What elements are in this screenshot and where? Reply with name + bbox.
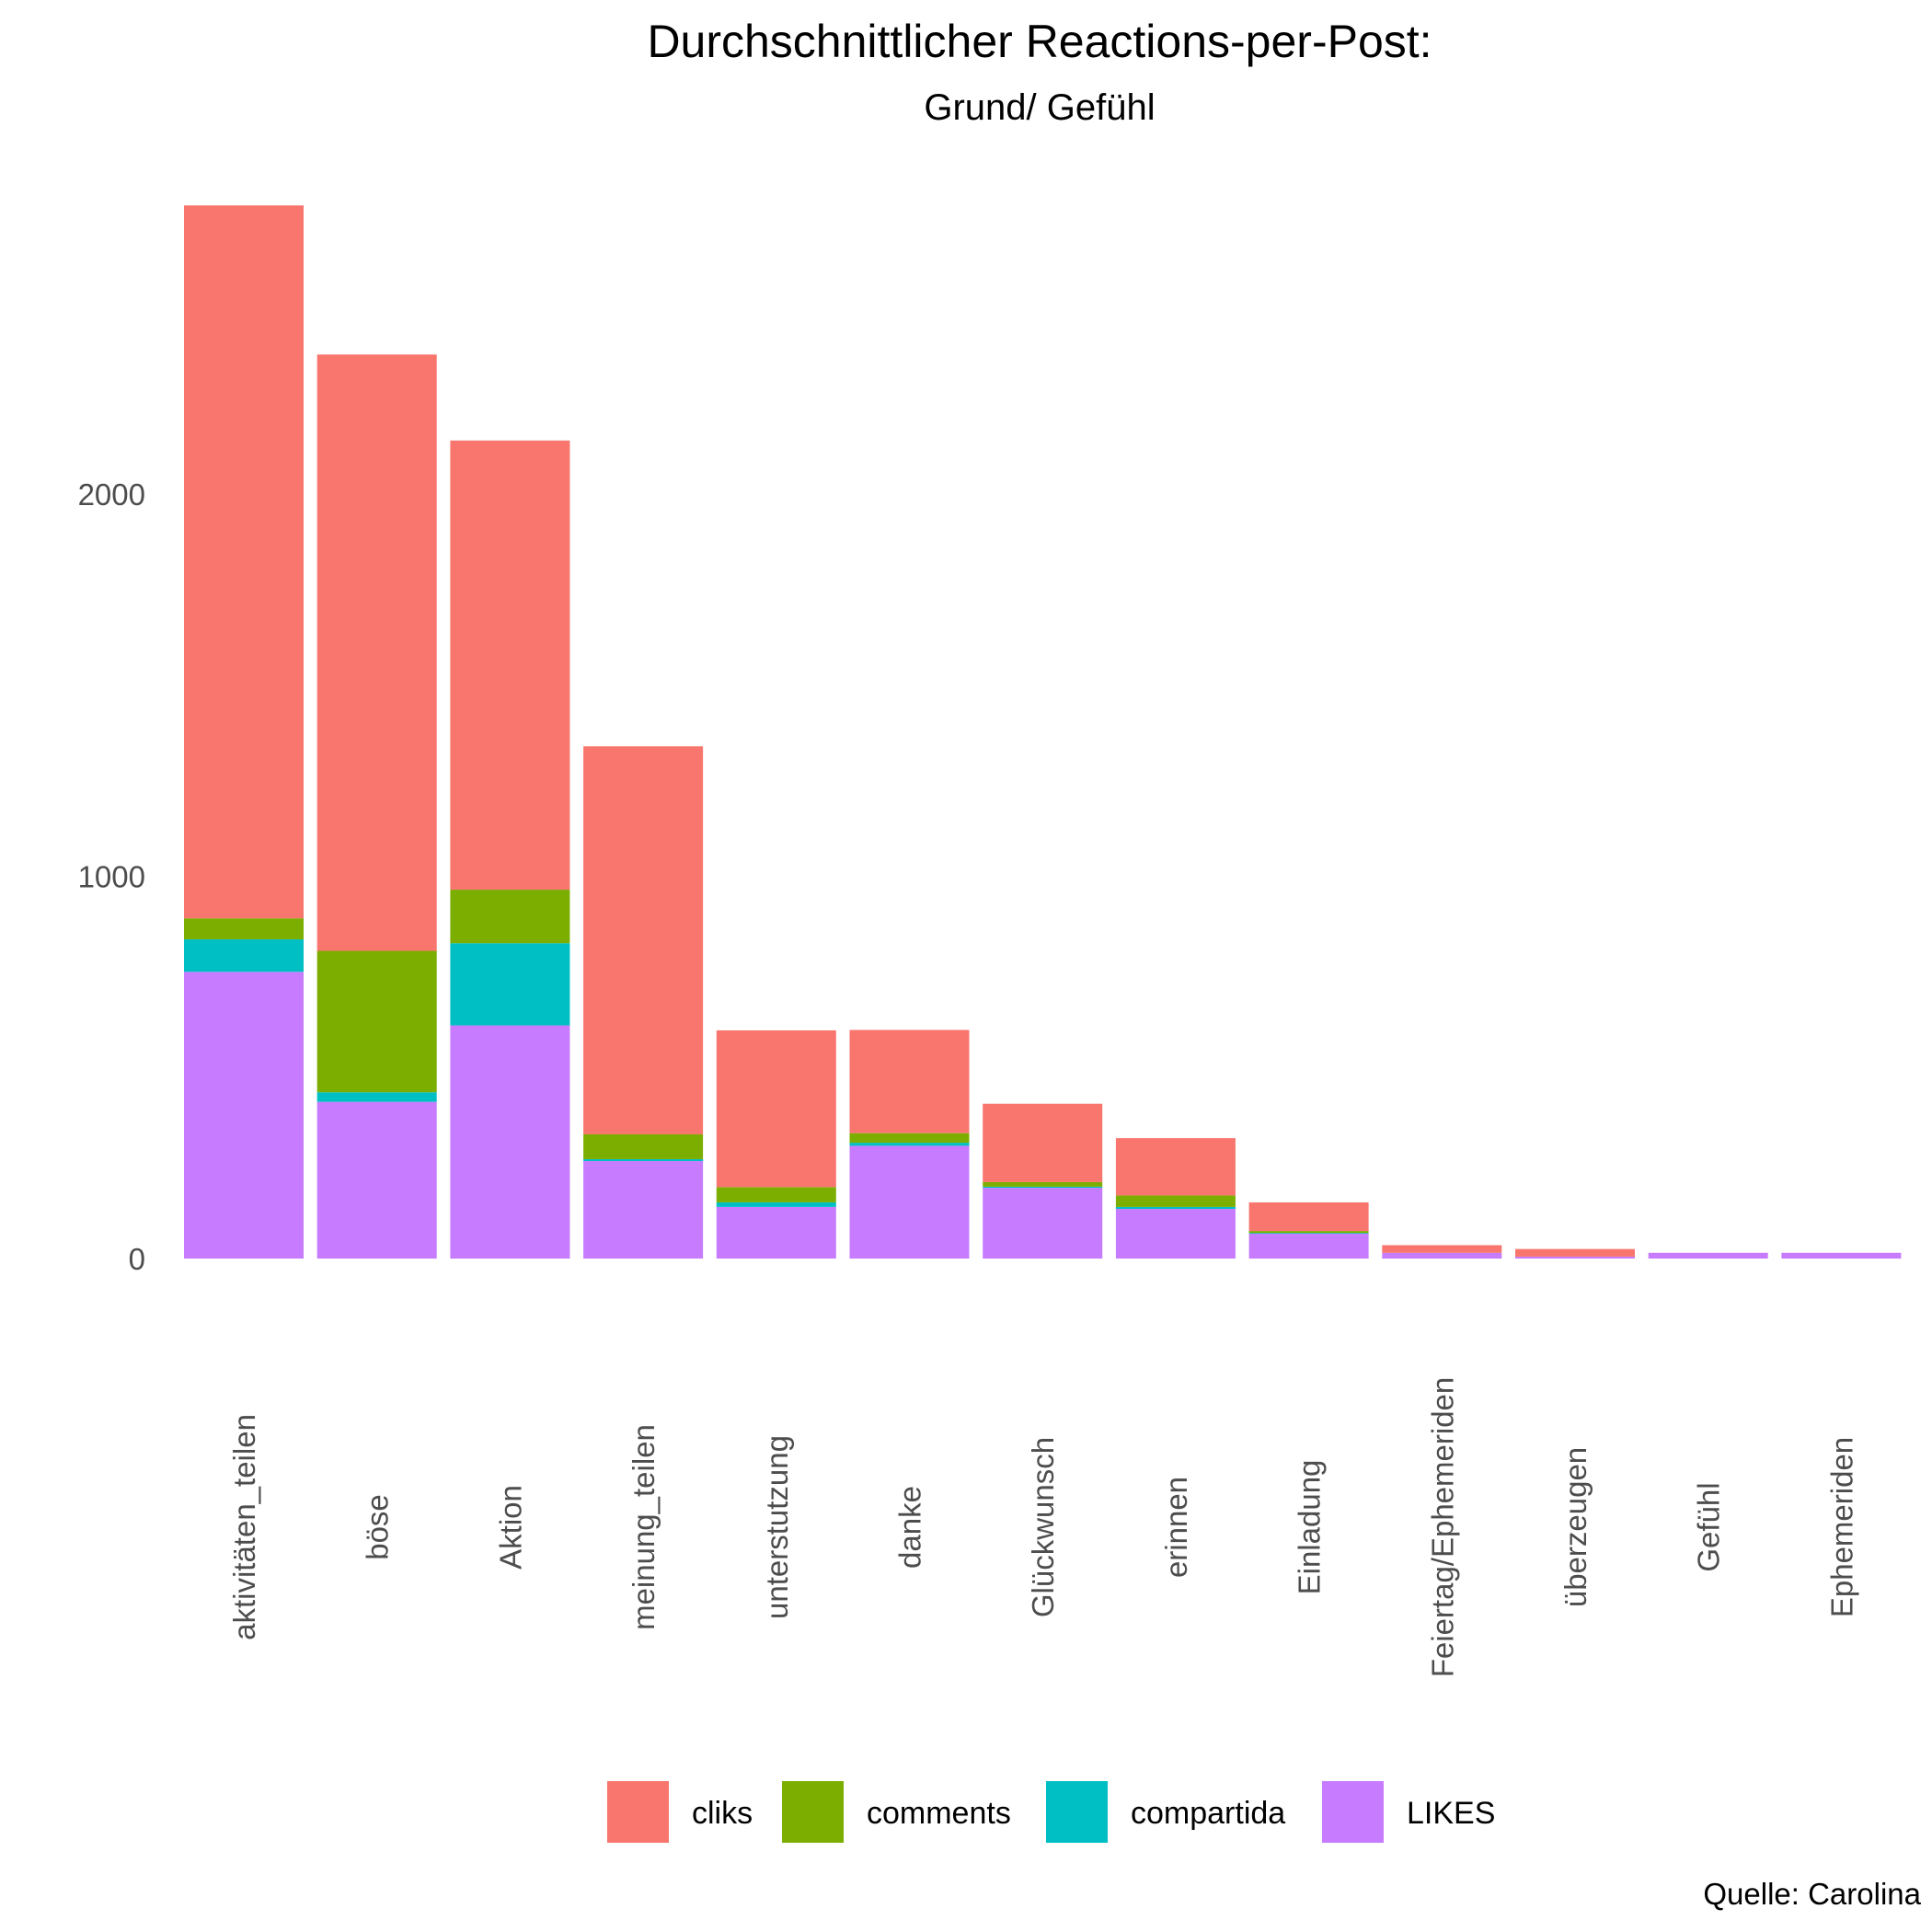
legend-swatch-compartida xyxy=(1046,1781,1108,1843)
legend: cliks comments compartida LIKES xyxy=(607,1781,1495,1843)
bar-segment-cliks xyxy=(1515,1248,1635,1257)
legend-swatch-likes xyxy=(1322,1781,1384,1843)
bar-segment-cliks xyxy=(716,1029,836,1188)
bar-segment-likes xyxy=(983,1188,1103,1259)
legend-label-cliks: cliks xyxy=(692,1796,753,1831)
chart-subtitle: Grund/ Gefühl xyxy=(924,87,1155,128)
bar-segment-likes xyxy=(450,1025,570,1259)
x-axis: aktivitäten_teilen böse Aktion meinung_teil… xyxy=(227,1377,1858,1678)
bar-segment-cliks xyxy=(1115,1138,1236,1196)
bar-segment-comments xyxy=(184,918,304,940)
bar-segment-compartida xyxy=(716,1202,836,1207)
y-tick-label: 2000 xyxy=(78,477,145,512)
x-tick-label: Einladung xyxy=(1293,1460,1327,1595)
x-tick-label: überzeugen xyxy=(1558,1447,1593,1607)
bar-segment-likes xyxy=(583,1161,704,1259)
x-tick-label: Feiertag/Ephemeriden xyxy=(1425,1377,1459,1678)
bar-segment-comments xyxy=(849,1133,970,1144)
bar-segment-likes xyxy=(1515,1256,1635,1259)
bar-segment-comments xyxy=(1115,1195,1236,1207)
bar-segment-cliks xyxy=(1382,1245,1502,1253)
bar-segment-compartida xyxy=(983,1186,1103,1189)
x-tick-label: böse xyxy=(361,1494,395,1560)
bar-segment-likes xyxy=(316,1101,437,1259)
y-tick-label: 0 xyxy=(129,1242,145,1276)
bar-segment-comments xyxy=(716,1187,836,1202)
bar-segment-cliks xyxy=(1248,1202,1369,1232)
bar-segment-cliks xyxy=(450,440,570,891)
bar-segment-comments xyxy=(1248,1231,1369,1234)
bar-segment-comments xyxy=(316,950,437,1093)
chart-title: Durchschnittlicher Reactions-per-Post: xyxy=(647,16,1432,67)
x-tick-label: meinung_teilen xyxy=(627,1424,661,1630)
bar-segment-compartida xyxy=(450,943,570,1026)
x-tick-label: Ephemeriden xyxy=(1824,1437,1858,1617)
bar-segment-compartida xyxy=(184,939,304,972)
bar-segment-likes xyxy=(1248,1233,1369,1259)
y-tick-label: 1000 xyxy=(78,860,145,894)
x-tick-label: Glückwunsch xyxy=(1026,1437,1060,1617)
bar-segment-likes xyxy=(184,972,304,1259)
x-tick-label: Aktion xyxy=(493,1485,527,1570)
x-tick-label: aktivitäten_teilen xyxy=(227,1414,261,1640)
bar-segment-cliks xyxy=(583,746,704,1134)
bar-segment-compartida xyxy=(316,1092,437,1102)
y-axis: 0 1000 2000 xyxy=(78,477,145,1276)
legend-swatch-cliks xyxy=(607,1781,669,1843)
bar-segment-cliks xyxy=(316,354,437,951)
bar-segment-likes xyxy=(1382,1252,1502,1259)
bar-segment-comments xyxy=(450,890,570,944)
legend-label-compartida: compartida xyxy=(1131,1796,1285,1831)
x-tick-label: unterstutzung xyxy=(760,1435,794,1619)
legend-label-comments: comments xyxy=(867,1796,1011,1831)
bar-segment-likes xyxy=(1115,1208,1236,1259)
x-tick-label: danke xyxy=(893,1486,927,1569)
bar-segment-likes xyxy=(1781,1252,1902,1259)
chart-caption: Quelle: Carolina xyxy=(1703,1877,1921,1911)
x-tick-label: Gefühl xyxy=(1692,1482,1726,1571)
bar-segment-cliks xyxy=(184,205,304,919)
bar-segment-likes xyxy=(716,1206,836,1259)
bar-segment-cliks xyxy=(983,1103,1103,1182)
x-tick-label: erinnen xyxy=(1159,1477,1193,1578)
bar-segment-cliks xyxy=(849,1029,970,1133)
legend-swatch-comments xyxy=(782,1781,844,1843)
legend-label-likes: LIKES xyxy=(1407,1796,1495,1831)
bar-segment-likes xyxy=(1648,1252,1768,1259)
bars xyxy=(184,205,1902,1259)
bar-segment-compartida xyxy=(1248,1233,1369,1234)
bar-segment-likes xyxy=(849,1145,970,1259)
bar-segment-comments xyxy=(983,1181,1103,1187)
bar-segment-compartida xyxy=(849,1143,970,1146)
bar-segment-comments xyxy=(583,1133,704,1159)
bar-segment-compartida xyxy=(1115,1206,1236,1209)
bar-segment-compartida xyxy=(583,1158,704,1162)
